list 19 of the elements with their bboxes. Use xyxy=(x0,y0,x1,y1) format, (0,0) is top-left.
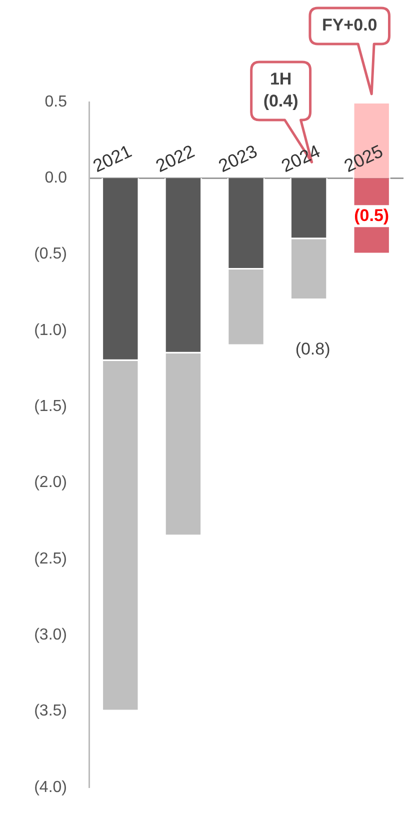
y-tick-label: (0.5) xyxy=(34,246,67,263)
y-tick-label: (1.0) xyxy=(34,322,67,339)
y-tick-label: (3.5) xyxy=(34,702,67,720)
annotation: (0.8) xyxy=(295,340,330,359)
y-tick-label: (1.5) xyxy=(34,398,67,416)
y-tick-label: (2.5) xyxy=(34,550,67,568)
x-tick-label: 2021 xyxy=(90,141,135,176)
y-tick-label: 0.5 xyxy=(44,93,68,110)
annotation: 1H (0.4) xyxy=(263,70,298,111)
y-tick-label: (2.0) xyxy=(34,474,67,492)
data-label: (0.5) xyxy=(354,206,390,225)
text: FY+0.0 xyxy=(322,16,378,35)
x-tick-label: 2025 xyxy=(341,141,386,176)
y-tick-label: 0.0 xyxy=(44,170,68,187)
x-tick-label: 2024 xyxy=(278,141,324,176)
y-tick-label: (4.0) xyxy=(34,778,67,796)
y-tick-label: (3.0) xyxy=(34,626,67,644)
x-tick-label: 2022 xyxy=(152,141,198,176)
x-tick-label: 2023 xyxy=(216,141,260,176)
